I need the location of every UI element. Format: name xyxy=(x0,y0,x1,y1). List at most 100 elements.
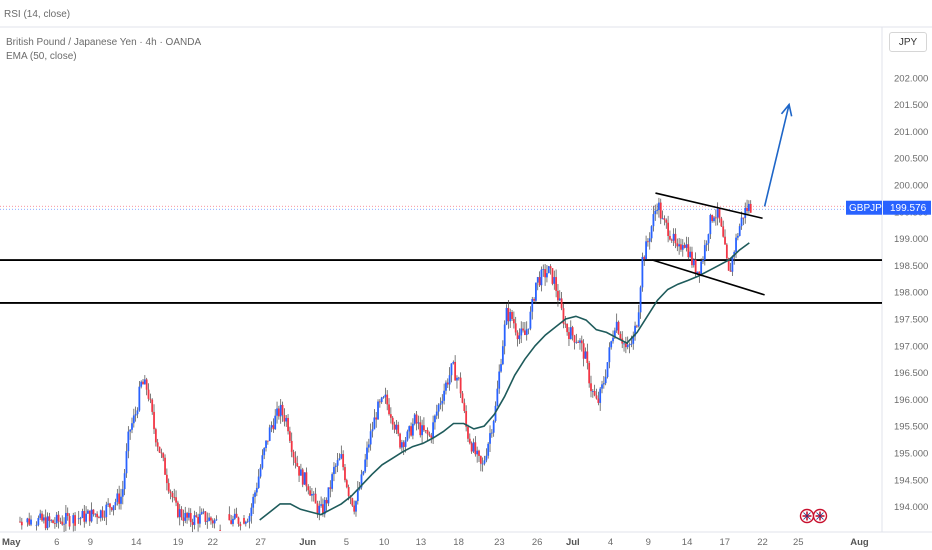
candle[interactable] xyxy=(661,218,664,220)
candle[interactable] xyxy=(200,512,203,515)
candle[interactable] xyxy=(628,344,631,346)
candle[interactable] xyxy=(41,513,43,521)
candle[interactable] xyxy=(180,509,183,518)
candle[interactable] xyxy=(371,429,374,432)
candle[interactable] xyxy=(520,328,523,336)
candle[interactable] xyxy=(204,511,207,522)
candle[interactable] xyxy=(63,523,65,525)
candle[interactable] xyxy=(602,383,605,385)
candle[interactable] xyxy=(160,452,163,454)
candle[interactable] xyxy=(624,343,627,348)
candle[interactable] xyxy=(597,398,600,403)
candle[interactable] xyxy=(599,388,602,403)
candle[interactable] xyxy=(492,421,495,433)
candle[interactable] xyxy=(391,417,394,425)
candle[interactable] xyxy=(176,502,179,518)
candle[interactable] xyxy=(580,340,583,344)
candle[interactable] xyxy=(356,489,359,502)
candle[interactable] xyxy=(582,343,585,359)
candle[interactable] xyxy=(584,351,587,359)
candle[interactable] xyxy=(136,410,139,415)
candle[interactable] xyxy=(72,515,75,524)
candle[interactable] xyxy=(94,513,97,515)
candle[interactable] xyxy=(533,298,535,301)
candle[interactable] xyxy=(568,332,570,340)
candle[interactable] xyxy=(121,489,124,497)
candle[interactable] xyxy=(178,509,181,518)
candle[interactable] xyxy=(626,344,629,348)
candle[interactable] xyxy=(279,404,282,417)
candle[interactable] xyxy=(287,417,289,432)
candle[interactable] xyxy=(516,332,519,340)
candle[interactable] xyxy=(333,466,335,475)
candle[interactable] xyxy=(48,516,51,521)
candle[interactable] xyxy=(116,493,119,502)
candle[interactable] xyxy=(604,377,607,384)
candle[interactable] xyxy=(722,226,725,237)
candle[interactable] xyxy=(149,398,152,400)
candle[interactable] xyxy=(88,510,91,522)
candle[interactable] xyxy=(518,335,521,340)
candle[interactable] xyxy=(448,375,451,385)
candle[interactable] xyxy=(143,379,146,385)
candle[interactable] xyxy=(305,472,308,487)
candle[interactable] xyxy=(193,515,196,525)
candle[interactable] xyxy=(577,341,580,343)
candle[interactable] xyxy=(575,341,578,343)
candle[interactable] xyxy=(450,363,453,376)
candle[interactable] xyxy=(239,523,242,527)
candle[interactable] xyxy=(83,511,86,522)
candle[interactable] xyxy=(303,472,306,485)
candle[interactable] xyxy=(573,335,576,343)
candle[interactable] xyxy=(586,351,589,363)
candle[interactable] xyxy=(99,510,102,519)
candle[interactable] xyxy=(147,389,150,399)
candle[interactable] xyxy=(531,298,534,312)
candle[interactable] xyxy=(52,520,54,523)
candle[interactable] xyxy=(465,411,468,427)
candle[interactable] xyxy=(327,487,330,504)
candle[interactable] xyxy=(718,208,721,219)
candle[interactable] xyxy=(468,438,471,444)
candle[interactable] xyxy=(705,243,708,246)
candle[interactable] xyxy=(92,509,95,515)
candle[interactable] xyxy=(608,347,611,363)
candle[interactable] xyxy=(645,241,647,260)
candle[interactable] xyxy=(663,218,666,220)
candle[interactable] xyxy=(470,443,473,452)
candle[interactable] xyxy=(641,256,644,288)
candle[interactable] xyxy=(165,474,168,484)
candle[interactable] xyxy=(145,379,148,390)
ema-line[interactable] xyxy=(259,242,750,521)
candle[interactable] xyxy=(635,325,638,327)
candle[interactable] xyxy=(659,202,662,219)
candle[interactable] xyxy=(50,520,53,522)
candle[interactable] xyxy=(703,245,706,260)
candle[interactable] xyxy=(687,244,690,258)
candle[interactable] xyxy=(131,423,133,430)
candle[interactable] xyxy=(729,270,732,272)
candle[interactable] xyxy=(443,390,446,401)
candle[interactable] xyxy=(87,510,89,514)
channel-lower-line[interactable] xyxy=(652,259,765,296)
candle[interactable] xyxy=(632,336,635,344)
candle[interactable] xyxy=(434,415,436,423)
candle[interactable] xyxy=(312,493,315,495)
candle[interactable] xyxy=(110,507,113,511)
candle[interactable] xyxy=(593,391,596,396)
candle[interactable] xyxy=(544,269,546,278)
candle[interactable] xyxy=(512,319,515,324)
candle[interactable] xyxy=(408,426,411,432)
candle[interactable] xyxy=(672,233,675,241)
candle[interactable] xyxy=(423,425,425,431)
candle[interactable] xyxy=(101,510,104,518)
candle[interactable] xyxy=(707,234,710,244)
candle[interactable] xyxy=(90,509,93,522)
candle[interactable] xyxy=(569,327,572,340)
candle[interactable] xyxy=(373,417,376,430)
candle[interactable] xyxy=(579,340,581,343)
candle[interactable] xyxy=(590,383,592,392)
candle[interactable] xyxy=(558,298,561,301)
candle[interactable] xyxy=(524,330,526,335)
candle[interactable] xyxy=(248,515,251,522)
